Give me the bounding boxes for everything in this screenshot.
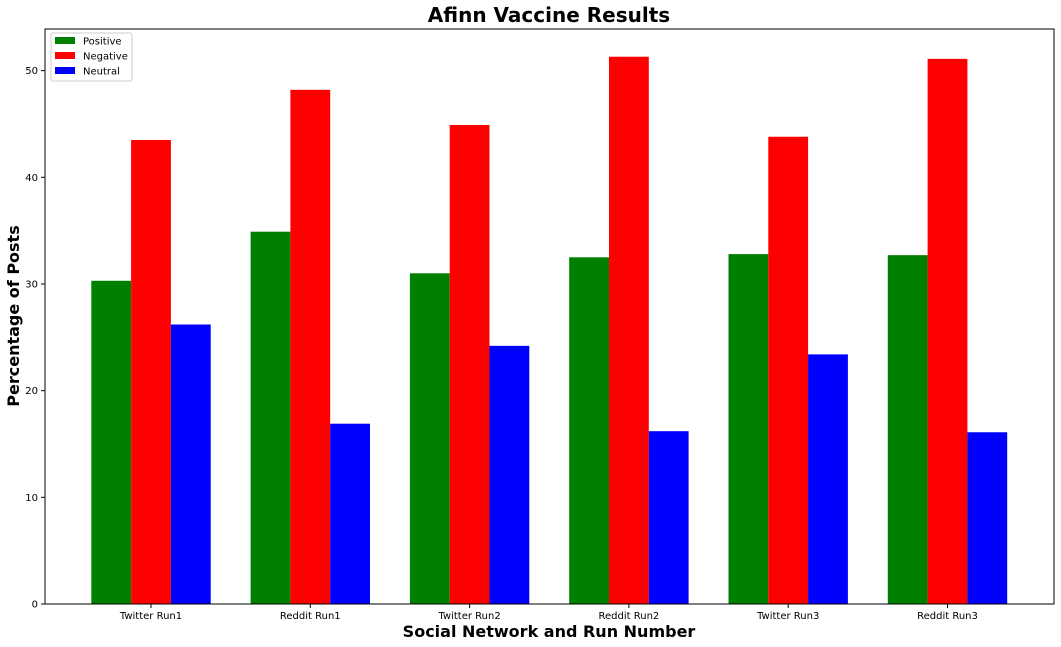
bar-positive-4 <box>728 254 769 604</box>
bar-negative-1 <box>290 89 331 604</box>
x-axis: Twitter Run1 Reddit Run1 Twitter Run2 Reddi… <box>119 604 978 622</box>
legend-label-neutral: Neutral <box>83 67 120 78</box>
bar-negative-5 <box>927 58 968 605</box>
bar-negative-3 <box>609 56 649 605</box>
y-tick-label: 0 <box>32 600 38 611</box>
plot-frame <box>44 28 1055 605</box>
x-axis-label: Social Network and Run Number <box>403 622 696 641</box>
x-tick-label: Twitter Run1 <box>119 611 182 622</box>
x-tick-label: Reddit Run2 <box>599 611 660 622</box>
legend-label-positive: Positive <box>83 37 122 48</box>
y-tick-label: 10 <box>25 493 38 504</box>
bar-negative-2 <box>449 125 490 604</box>
bar-positive-0 <box>91 280 132 604</box>
y-tick-label: 50 <box>25 66 38 77</box>
legend-swatch-negative <box>55 52 75 59</box>
y-tick-label: 20 <box>25 386 38 397</box>
y-axis: 0 10 20 30 40 50 <box>25 66 45 611</box>
y-axis-label: Percentage of Posts <box>4 225 23 406</box>
y-tick-label: 30 <box>25 279 38 290</box>
bar-neutral-0 <box>170 324 211 604</box>
legend-swatch-positive <box>55 37 75 44</box>
bar-positive-5 <box>887 255 928 604</box>
bar-negative-4 <box>768 136 809 604</box>
bar-negative-0 <box>131 139 171 604</box>
bar-positive-1 <box>250 231 291 604</box>
x-tick-label: Reddit Run1 <box>280 611 341 622</box>
bar-neutral-5 <box>967 432 1008 604</box>
legend: Positive Negative Neutral <box>50 32 133 82</box>
bar-neutral-2 <box>489 345 530 604</box>
bar-neutral-4 <box>808 354 848 604</box>
x-tick-label: Twitter Run3 <box>756 611 819 622</box>
bar-neutral-1 <box>330 423 370 604</box>
bars-group <box>91 56 1008 605</box>
bar-neutral-3 <box>648 431 689 604</box>
y-tick-label: 40 <box>25 173 38 184</box>
legend-label-negative: Negative <box>83 52 128 63</box>
x-tick-label: Twitter Run2 <box>437 611 500 622</box>
chart-title: Afinn Vaccine Results <box>428 3 670 27</box>
legend-swatch-neutral <box>55 67 75 74</box>
bar-positive-3 <box>569 257 609 604</box>
x-tick-label: Reddit Run3 <box>917 611 978 622</box>
bar-positive-2 <box>409 273 450 604</box>
